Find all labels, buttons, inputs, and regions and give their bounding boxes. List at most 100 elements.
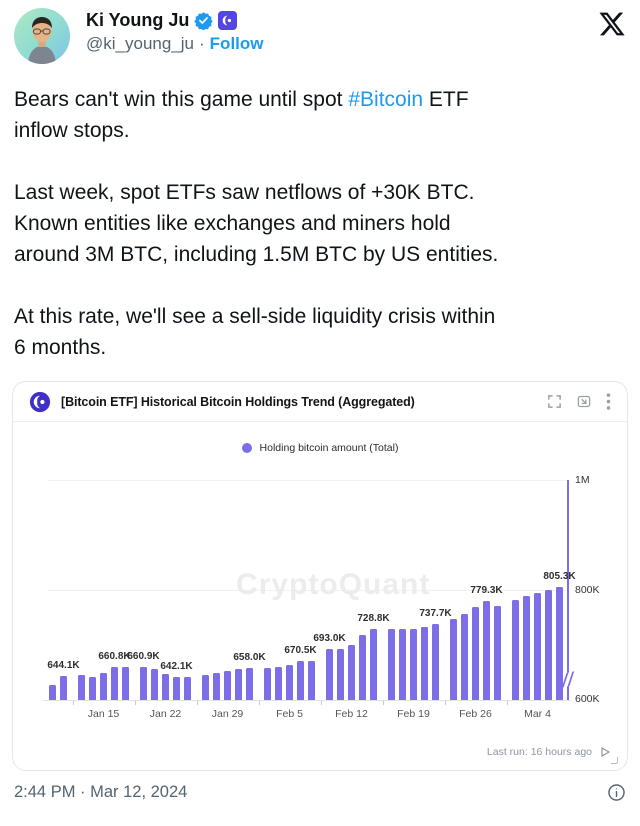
cryptoquant-logo-icon: [29, 391, 51, 412]
y-axis-line: [567, 480, 569, 700]
kebab-menu-icon[interactable]: [606, 393, 611, 410]
bar: [472, 607, 479, 700]
tweet-embed: Ki Young Ju @ki_young_ju · Follow: [0, 8, 640, 802]
bar: [264, 667, 271, 700]
bar: [100, 672, 107, 700]
bar: [370, 629, 377, 700]
bar-value-label: 642.1K: [160, 660, 193, 672]
bar: [523, 595, 530, 700]
post-text: Bears can't win this game until spot #Bi…: [0, 64, 640, 363]
x-axis-label: Mar 4: [524, 708, 551, 720]
x-axis-label: Jan 15: [87, 708, 120, 720]
x-axis-label: Feb 5: [276, 708, 303, 720]
x-axis-label: Jan 29: [211, 708, 244, 720]
bar: [213, 672, 220, 700]
bar: [224, 670, 231, 700]
bar-value-label: 693.0K: [313, 632, 346, 644]
x-axis-label: Feb 19: [397, 708, 430, 720]
post-paragraph: Last week, spot ETFs saw netflows of +30…: [14, 177, 626, 270]
post-text-segment: Last week, spot ETFs saw netflows of +30…: [14, 181, 475, 204]
follow-button[interactable]: Follow: [209, 34, 264, 53]
x-axis-tick: [72, 701, 74, 705]
bar-value-label: 737.7K: [419, 608, 452, 620]
display-name[interactable]: Ki Young Ju: [86, 10, 190, 30]
x-axis-tick: [444, 701, 446, 705]
bar: [450, 618, 457, 700]
bar: [432, 624, 439, 700]
legend-label: Holding bitcoin amount (Total): [259, 442, 399, 454]
bar: [297, 661, 304, 700]
bar-value-label: 670.5K: [284, 645, 317, 657]
bar: [111, 666, 118, 700]
screenshot-icon[interactable]: [576, 394, 592, 409]
bar: [556, 587, 563, 700]
post-text-segment: 6 months.: [14, 336, 107, 359]
info-icon[interactable]: [607, 783, 626, 802]
post-text-segment: inflow stops.: [14, 119, 130, 142]
cryptoquant-badge-icon: [218, 11, 238, 30]
bar: [545, 590, 552, 700]
bar-value-label: 805.3K: [543, 571, 576, 583]
post-text-segment: around 3M BTC, including 1.5M BTC by US …: [14, 243, 499, 266]
gridline-800k: [47, 590, 567, 591]
bar: [308, 661, 315, 700]
avatar-image: [14, 8, 70, 64]
bar-value-label: 644.1K: [47, 659, 80, 671]
chart-card: [Bitcoin ETF] Historical Bitcoin Holding…: [12, 381, 628, 771]
bar-value-label: 658.0K: [233, 652, 266, 664]
bar: [49, 684, 56, 700]
gridline-1m: [47, 480, 567, 481]
fullscreen-icon[interactable]: [547, 394, 562, 409]
bar-value-label: 660.9K: [127, 650, 160, 662]
x-axis-tick: [506, 701, 508, 705]
x-axis-label: Jan 22: [149, 708, 182, 720]
resize-handle-icon[interactable]: [611, 757, 618, 764]
x-axis-line: [43, 700, 571, 701]
watermark: CryptoQuant: [236, 568, 431, 601]
y-tick-600k: 600K: [575, 693, 600, 705]
bar: [534, 592, 541, 700]
bar: [388, 629, 395, 700]
bar: [246, 668, 253, 700]
last-run-row: Last run: 16 hours ago: [487, 746, 611, 758]
verified-badge-icon: [194, 12, 214, 30]
bar: [173, 676, 180, 700]
x-axis-tick: [258, 701, 260, 705]
post-paragraph: At this rate, we'll see a sell-side liqu…: [14, 301, 626, 363]
x-logo[interactable]: [598, 10, 626, 38]
tweet-footer: 2:44 PM · Mar 12, 2024: [14, 783, 626, 802]
bar: [512, 600, 519, 700]
timestamp[interactable]: 2:44 PM · Mar 12, 2024: [14, 783, 188, 801]
bar: [286, 665, 293, 700]
user-handle[interactable]: @ki_young_ju: [86, 34, 194, 53]
hashtag-link[interactable]: #Bitcoin: [348, 88, 424, 111]
bar: [410, 628, 417, 700]
run-play-icon[interactable]: [599, 746, 611, 758]
bar: [184, 676, 191, 700]
chart-header: [Bitcoin ETF] Historical Bitcoin Holding…: [13, 382, 627, 422]
bar-value-label: 779.3K: [470, 585, 503, 597]
bar: [235, 669, 242, 700]
avatar[interactable]: [14, 8, 70, 64]
separator-dot: ·: [199, 34, 205, 53]
bar: [461, 613, 468, 700]
bar: [337, 649, 344, 700]
last-run-label: Last run: 16 hours ago: [486, 746, 592, 758]
chart-toolbar: [547, 393, 611, 410]
bar: [162, 673, 169, 700]
bar: [78, 675, 85, 700]
x-axis-tick: [382, 701, 384, 705]
bar-value-label: 728.8K: [357, 613, 390, 625]
bar: [326, 648, 333, 700]
post-text-segment: Bears can't win this game until spot: [14, 88, 349, 111]
x-axis-tick: [134, 701, 136, 705]
y-tick-800k: 800K: [575, 584, 600, 596]
bar: [483, 601, 490, 700]
x-axis-label: Feb 26: [459, 708, 492, 720]
post-text-segment: At this rate, we'll see a sell-side liqu…: [14, 305, 496, 328]
legend-dot-icon: [241, 443, 252, 453]
identity-block: Ki Young Ju @ki_young_ju · Follow: [86, 8, 598, 54]
bar: [140, 666, 147, 700]
bar: [421, 626, 428, 700]
bar: [202, 675, 209, 700]
